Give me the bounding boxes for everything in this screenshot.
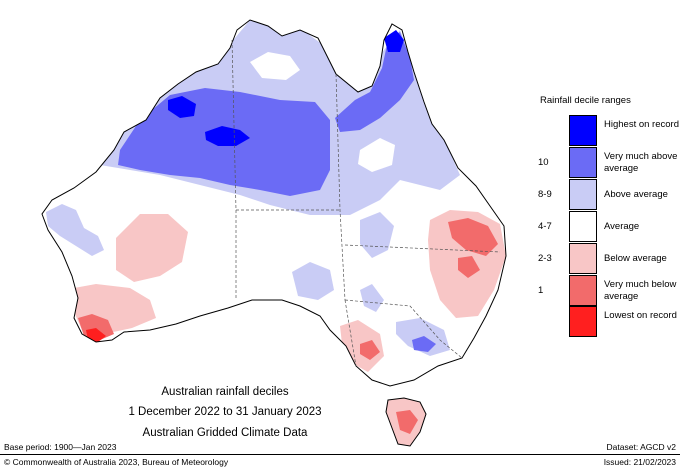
issued-date: Issued: 21/02/2023	[603, 457, 676, 467]
region-very-much-above-victoria	[412, 336, 436, 352]
region-very-much-below-east	[448, 218, 498, 256]
legend-swatch	[569, 243, 597, 274]
legend-item-below-average: 2-3 Below average	[538, 243, 678, 275]
base-period: Base period: 1900—Jan 2023	[4, 442, 117, 452]
region-highest-record-1	[168, 96, 196, 118]
region-very-much-below-sa	[360, 340, 380, 360]
region-average-gulf	[358, 138, 395, 172]
legend-code: 1	[538, 285, 544, 296]
legend-swatch	[569, 275, 597, 306]
legend-code: 4-7	[538, 221, 552, 232]
dataset-label: Dataset: AGCD v2	[606, 442, 676, 452]
legend-label: Very much below average	[604, 279, 677, 302]
caption-title: Australian rainfall deciles	[161, 386, 289, 398]
region-below-average-interior	[116, 214, 188, 282]
legend-swatch	[569, 115, 597, 146]
region-very-much-below-east-2	[458, 256, 480, 278]
legend-label: Average	[604, 221, 640, 232]
region-highest-record-3	[384, 30, 404, 52]
region-above-average-central	[292, 262, 334, 300]
legend-item-average: 4-7 Average	[538, 211, 678, 243]
legend-label: Very much above average	[604, 151, 678, 174]
region-very-much-above-cape	[335, 32, 414, 132]
caption-period: 1 December 2022 to 31 January 2023	[128, 406, 322, 418]
legend-code: 8-9	[538, 189, 552, 200]
legend-item-above-average: 8-9 Above average	[538, 179, 678, 211]
legend-label: Lowest on record	[604, 310, 677, 321]
legend-code: 10	[538, 157, 549, 168]
caption-dataset: Australian Gridded Climate Data	[142, 427, 308, 439]
region-above-average-murray	[360, 284, 384, 312]
legend-label: Above average	[604, 189, 668, 200]
footer-divider	[0, 454, 680, 455]
legend-label: Below average	[604, 253, 667, 264]
region-lowest-record-southwest	[86, 328, 106, 342]
state-borders	[231, 39, 501, 367]
legend-title: Rainfall decile ranges	[540, 95, 631, 106]
copyright: © Commonwealth of Australia 2023, Bureau…	[4, 457, 229, 467]
tasmania-very-much-below	[396, 410, 418, 434]
legend-swatch	[569, 211, 597, 242]
legend-item-lowest-on-record: Lowest on record	[538, 306, 678, 338]
legend-item-very-much-above-average: 10 Very much above average	[538, 147, 678, 179]
legend-item-highest-on-record: Highest on record	[538, 115, 679, 147]
region-average-arnhem	[250, 52, 300, 80]
region-above-average-west	[46, 204, 104, 256]
legend-item-very-much-below-average: 1 Very much below average	[538, 275, 678, 307]
legend-swatch	[569, 179, 597, 210]
legend-swatch	[569, 147, 597, 178]
legend-code: 2-3	[538, 253, 552, 264]
legend-swatch	[569, 306, 597, 337]
region-highest-record-2	[205, 126, 250, 146]
legend-label: Highest on record	[604, 119, 679, 130]
